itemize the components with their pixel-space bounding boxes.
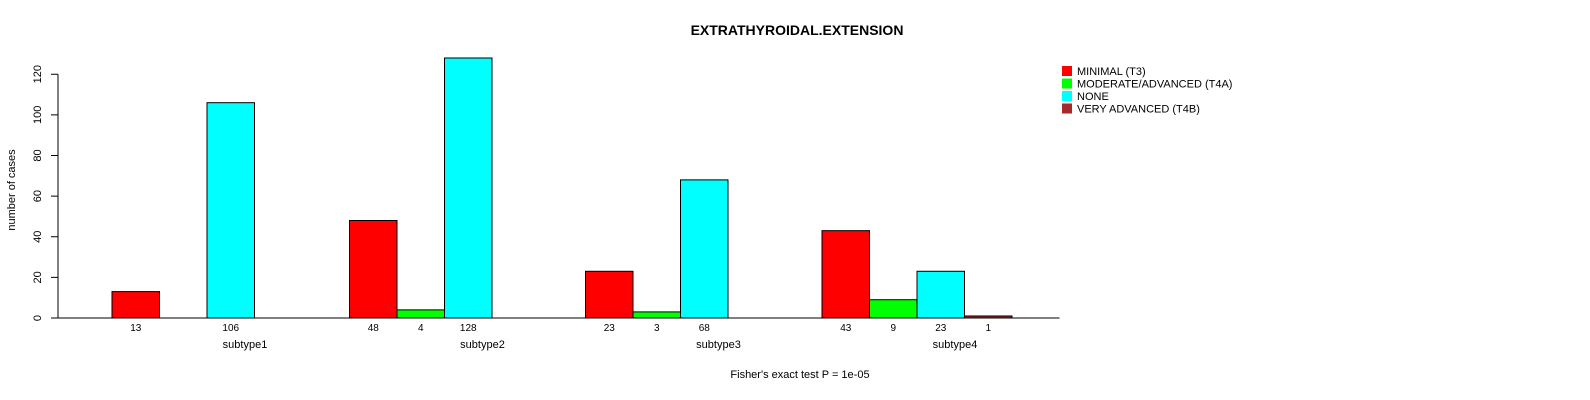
y-tick-label: 100 [32, 106, 44, 124]
y-tick-label: 60 [32, 190, 44, 202]
bar [964, 315, 1013, 319]
bar-group-subtype1: 13 106 subtype1 [58, 102, 350, 351]
legend-label: NONE [1077, 91, 1109, 103]
legend-swatch [1062, 103, 1072, 114]
y-axis: 0 20 40 60 80 100 120 [32, 65, 59, 321]
legend-label: MODERATE/ADVANCED (T4A) [1077, 79, 1232, 91]
legend: MINIMAL (T3)MODERATE/ADVANCED (T4A)NONEV… [1062, 66, 1232, 116]
y-tick-label: 80 [32, 149, 44, 161]
legend-label: MINIMAL (T3) [1077, 66, 1146, 78]
chart-title: EXTRATHYROIDAL.EXTENSION [691, 22, 904, 38]
bar-group-subtype4: 43 9 23 1 subtype4 [774, 230, 1060, 351]
group-label: subtype4 [933, 339, 978, 351]
bar-value-label: 48 [368, 323, 380, 334]
bar-value-label: 4 [418, 323, 424, 334]
y-axis-label: number of cases [6, 149, 18, 231]
bar [349, 220, 398, 319]
bar-value-label: 23 [604, 323, 616, 334]
bar-value-label: 43 [840, 323, 852, 334]
y-tick-label: 0 [32, 315, 44, 321]
y-tick-label: 120 [32, 65, 44, 83]
bar-value-label: 1 [985, 323, 991, 334]
group-label: subtype1 [223, 339, 268, 351]
bar-value-label: 23 [935, 323, 947, 334]
bar-groups: 13 106 subtype1 48 4 128 subtype2 23 3 68 subtype3… [58, 57, 1060, 351]
bar [111, 291, 160, 319]
legend-label: VERY ADVANCED (T4B) [1077, 104, 1200, 116]
bar-value-label: 13 [130, 323, 142, 334]
bar [680, 179, 729, 319]
bar-group-subtype3: 23 3 68 subtype3 [538, 179, 823, 351]
group-label: subtype3 [696, 339, 741, 351]
group-label: subtype2 [460, 339, 505, 351]
bar [585, 270, 634, 319]
bar [206, 102, 255, 319]
bar [396, 309, 445, 319]
bar-value-label: 128 [460, 323, 477, 334]
legend-swatch [1062, 91, 1072, 101]
fisher-test-note: Fisher's exact test P = 1e-05 [730, 369, 869, 381]
legend-swatch [1062, 66, 1072, 76]
legend-swatch [1062, 78, 1072, 89]
bar-group-subtype2: 48 4 128 subtype2 [302, 57, 587, 351]
y-tick-label: 20 [32, 271, 44, 283]
bar [444, 57, 493, 319]
bar-value-label: 68 [699, 323, 711, 334]
bar-value-label: 106 [222, 323, 239, 334]
bar [916, 270, 965, 319]
bar-value-label: 3 [654, 323, 660, 334]
bar [821, 230, 870, 319]
bar [869, 299, 918, 319]
y-tick-label: 40 [32, 231, 44, 243]
bar-value-label: 9 [890, 323, 896, 334]
bar [632, 311, 681, 319]
